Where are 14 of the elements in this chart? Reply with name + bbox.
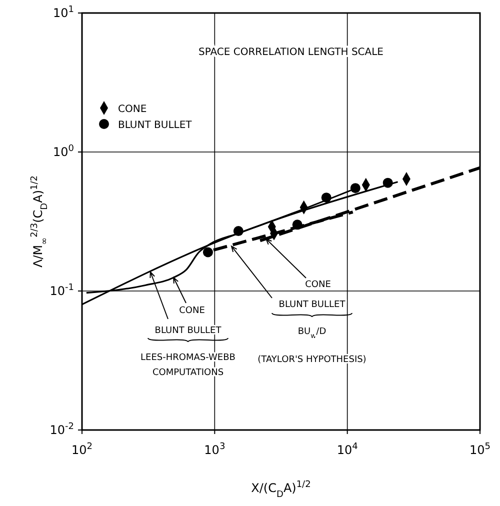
x-tick-label: 10$^{5}$: [469, 442, 491, 457]
y-tick-label: 10$^{-2}$: [50, 422, 74, 437]
x-tick-label: 10$^{3}$: [204, 442, 226, 457]
annotation: BLUNT BULLET: [278, 300, 346, 310]
legend-label: BLUNT BULLET: [118, 120, 193, 131]
y-tick-label: 10$^{0}$: [52, 144, 74, 159]
legend-label: CONE: [118, 104, 147, 115]
x-axis-title: X/(C$_{D}$A)$^{1/2}$: [251, 480, 311, 500]
annotation: CONE: [179, 306, 206, 316]
x-tick-label: 10$^{4}$: [336, 442, 358, 457]
x-tick-label: 10$^{2}$: [71, 442, 93, 457]
y-tick-label: 10$^{1}$: [52, 5, 74, 20]
y-tick-label: 10$^{-1}$: [50, 283, 74, 298]
annotation: CONE: [305, 280, 332, 290]
